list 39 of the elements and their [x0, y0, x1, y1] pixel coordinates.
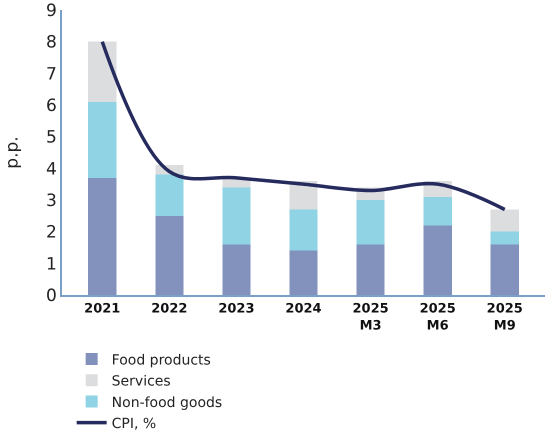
y-tick-label: 3 [46, 190, 57, 211]
y-tick-label: 4 [46, 159, 57, 180]
y-tick-label: 6 [46, 96, 57, 116]
y-tick-label: 1 [46, 254, 57, 274]
bar [88, 178, 116, 295]
x-tick-label: 2025 M3 [352, 301, 389, 334]
x-tick-label: 2021 [84, 301, 120, 316]
x-tick-label: 2025 M9 [486, 301, 523, 334]
x-tick-label: 2023 [218, 301, 255, 316]
bar [88, 42, 116, 102]
y-tick-label: 8 [46, 32, 57, 53]
bar [155, 174, 184, 216]
bar [490, 232, 519, 244]
legend-label: CPI, % [112, 416, 156, 432]
bar [490, 210, 519, 232]
bar [289, 210, 318, 251]
bar [356, 244, 385, 295]
bar [222, 244, 250, 295]
bar [155, 216, 184, 295]
y-tick-label: 0 [46, 286, 57, 306]
legend-label: Services [112, 374, 171, 390]
y-tick-label: 7 [46, 64, 57, 84]
y-axis-title: p.p. [2, 136, 22, 169]
bar [289, 250, 318, 295]
bar [424, 196, 452, 226]
x-tick-label: 2024 [285, 301, 322, 316]
bar [490, 244, 519, 295]
line-series [100, 40, 506, 212]
x-tick-label: 2022 [151, 301, 188, 316]
bar [222, 187, 250, 244]
legend-label: Food products [112, 352, 211, 369]
bar [356, 200, 385, 244]
x-tick-label: 2025 M6 [420, 301, 456, 334]
y-tick-label: 2 [46, 222, 57, 243]
legend-label: Non-food goods [112, 394, 222, 411]
y-tick-label: 9 [46, 0, 57, 21]
bar [88, 102, 116, 178]
bar [424, 225, 452, 295]
y-tick-label: 5 [46, 128, 57, 148]
